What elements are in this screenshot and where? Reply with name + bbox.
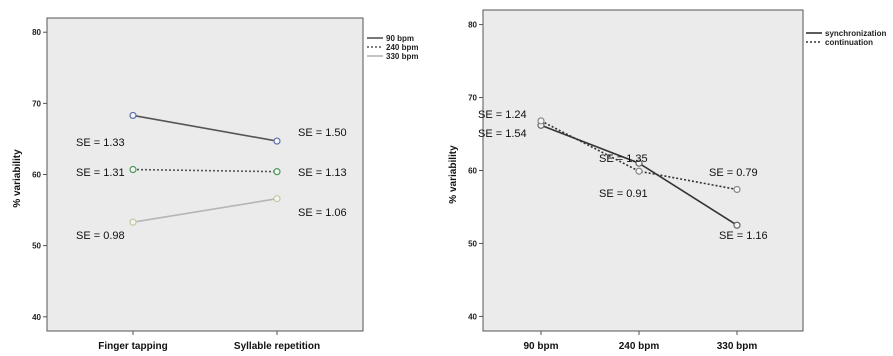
y-tick-label: 80: [468, 21, 477, 30]
series-line-90-bpm: [132, 114, 278, 142]
y-tick-label: 50: [468, 239, 477, 248]
se-annotation: SE = 1.54: [478, 128, 527, 140]
x-tick-label: 330 bpm: [717, 341, 758, 352]
y-tick-label: 80: [32, 28, 41, 37]
y-tick-label: 70: [468, 94, 477, 103]
data-point: [273, 168, 281, 176]
data-point: [733, 221, 741, 229]
left-chart: 40 50 60 70 80 Finger tapping Syllable repetit…: [12, 17, 418, 352]
x-tick-label: 240 bpm: [619, 341, 660, 352]
se-annotation: SE = 1.13: [298, 167, 347, 179]
se-annotation: SE = 0.91: [599, 188, 648, 200]
se-annotation: SE = 0.79: [709, 167, 758, 179]
y-tick-label: 50: [32, 242, 41, 251]
y-tick-label: 70: [32, 99, 41, 108]
se-annotation: SE = 1.24: [478, 109, 527, 121]
legend-label: 90 bpm: [386, 34, 414, 43]
se-annotation: SE = 1.16: [719, 230, 768, 242]
plot-area: [46, 17, 364, 332]
se-annotation: SE = 1.50: [298, 127, 347, 139]
data-point: [129, 218, 137, 226]
data-point: [129, 165, 137, 174]
data-point: [635, 167, 643, 175]
y-axis-title: % variability: [12, 149, 23, 208]
series-line-continuation: [540, 120, 738, 191]
legend-label: continuation: [825, 38, 873, 47]
data-point: [273, 137, 281, 145]
data-point: [129, 111, 137, 120]
data-point: [273, 195, 281, 203]
series-line-240-bpm: [132, 168, 278, 173]
y-tick-label: 60: [32, 171, 41, 180]
data-point: [733, 185, 741, 194]
legend-label: 240 bpm: [386, 43, 418, 52]
se-annotation: SE = 1.33: [76, 137, 125, 149]
se-annotation: SE = 1.06: [298, 207, 347, 219]
plot-area: [482, 9, 804, 332]
data-point: [635, 159, 643, 167]
x-tick-label: 90 bpm: [523, 341, 558, 352]
y-tick-label: 40: [468, 312, 477, 321]
data-point: [537, 117, 545, 125]
y-axis-title: % variability: [448, 145, 459, 204]
right-chart: 40 50 60 70 80 90 bpm 240 bpm 330 bpm % variabil…: [448, 9, 886, 352]
legend-label: synchronization: [825, 29, 886, 38]
legend-label: 330 bpm: [386, 52, 418, 61]
y-tick-label: 60: [468, 167, 477, 176]
x-tick-label: Finger tapping: [98, 341, 167, 352]
x-tick-label: Syllable repetition: [234, 341, 320, 352]
series-line-330-bpm: [132, 197, 278, 223]
y-tick-label: 40: [32, 313, 41, 322]
se-annotation: SE = 0.98: [76, 230, 125, 242]
se-annotation: SE = 1.35: [599, 153, 648, 165]
se-annotation: SE = 1.31: [76, 167, 125, 179]
